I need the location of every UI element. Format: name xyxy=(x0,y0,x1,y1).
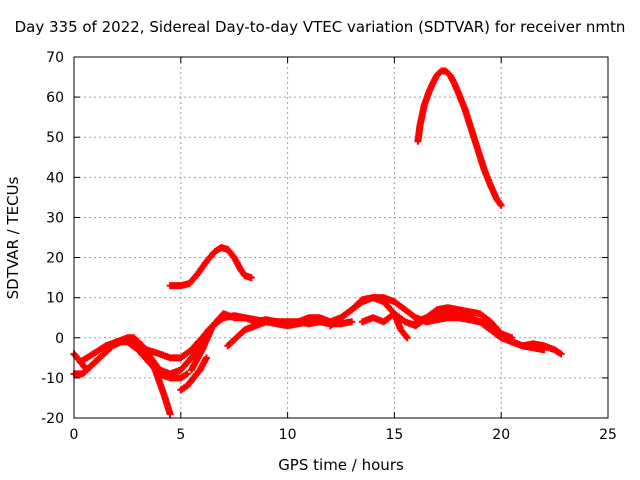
y-tick-label: 50 xyxy=(46,130,64,146)
x-axis-label: GPS time / hours xyxy=(278,456,404,474)
data-point xyxy=(497,201,505,209)
x-tick-label: 20 xyxy=(492,427,510,443)
x-tick-label: 15 xyxy=(385,427,403,443)
y-tick-label: -20 xyxy=(41,411,64,427)
series-arc-k xyxy=(177,354,210,394)
y-tick-label: 60 xyxy=(46,90,64,106)
x-tick-label: 25 xyxy=(599,427,617,443)
grid-lines xyxy=(74,57,608,418)
data-point xyxy=(247,274,255,282)
data-point xyxy=(102,342,110,350)
chart-title: Day 335 of 2022, Sidereal Day-to-day VTE… xyxy=(14,18,626,36)
y-tick-label: 20 xyxy=(46,251,64,267)
y-tick-label: 70 xyxy=(46,50,64,66)
data-point xyxy=(183,370,191,378)
series-arc-j xyxy=(76,342,110,366)
x-tick-label: 0 xyxy=(70,427,79,443)
y-tick-label: 10 xyxy=(46,291,64,307)
data-point xyxy=(557,350,565,358)
axes: 0 5 10 15 20 25 -20 -10 0 10 20 30 40 50 60 70 xyxy=(41,50,617,443)
plot-frame xyxy=(73,56,609,419)
data-point xyxy=(166,410,174,418)
y-tick-label: -10 xyxy=(41,371,64,387)
series-arc-g xyxy=(326,294,516,342)
data-points xyxy=(70,67,565,418)
x-tick-label: 10 xyxy=(279,427,297,443)
data-point xyxy=(202,354,210,362)
y-tick-label: 40 xyxy=(46,170,64,186)
data-point xyxy=(403,334,411,342)
data-point xyxy=(348,318,356,326)
series-arc-peak-22 xyxy=(166,244,255,290)
data-point xyxy=(540,346,548,354)
x-tick-label: 5 xyxy=(176,427,185,443)
y-tick-label: 30 xyxy=(46,210,64,226)
series-arc-i xyxy=(412,310,548,354)
series-arc-peak-66 xyxy=(414,67,505,209)
y-tick-label: 0 xyxy=(55,331,64,347)
